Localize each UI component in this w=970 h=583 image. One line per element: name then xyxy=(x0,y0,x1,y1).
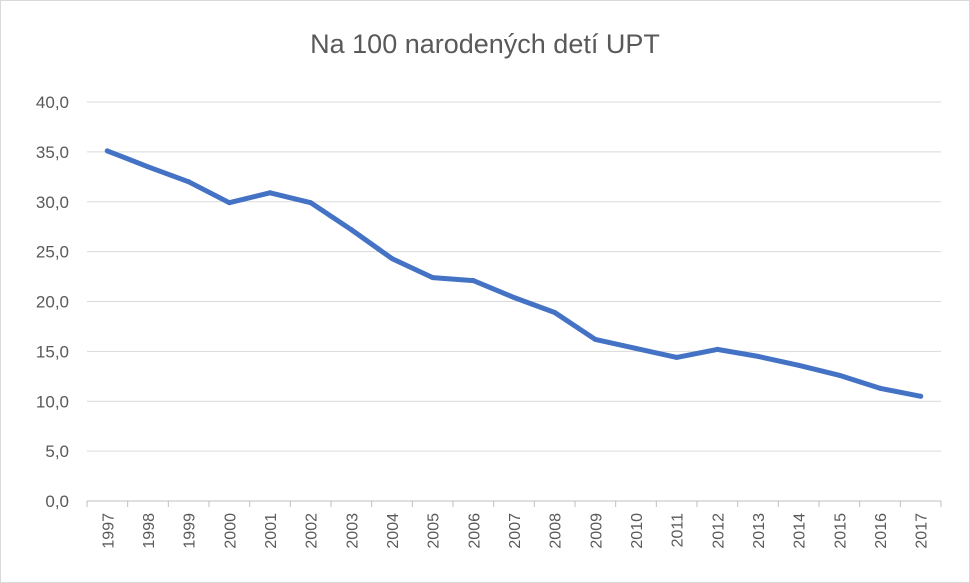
data-point xyxy=(348,227,354,233)
x-tick-label: 1998 xyxy=(141,513,158,549)
data-point xyxy=(552,309,558,315)
data-point xyxy=(186,179,192,185)
gridlines xyxy=(86,101,942,507)
data-point xyxy=(511,295,517,301)
data-point xyxy=(633,345,639,351)
x-tick-label: 2008 xyxy=(548,513,565,549)
data-point xyxy=(145,164,151,170)
data-point xyxy=(389,256,395,262)
y-tick-label: 30,0 xyxy=(36,193,69,212)
x-tick-label: 2017 xyxy=(914,513,931,549)
x-tick-label: 2016 xyxy=(873,513,890,549)
data-point xyxy=(104,148,110,154)
y-tick-label: 0,0 xyxy=(45,492,69,511)
x-tick-label: 2011 xyxy=(670,513,687,548)
data-point xyxy=(430,275,436,281)
x-tick-label: 2000 xyxy=(222,513,239,549)
data-point xyxy=(267,190,273,196)
x-tick-label: 2001 xyxy=(263,513,280,549)
chart-title: Na 100 narodených detí UPT xyxy=(310,29,660,59)
y-tick-label: 20,0 xyxy=(36,293,69,312)
data-point xyxy=(918,393,924,399)
data-point xyxy=(714,346,720,352)
data-point xyxy=(836,372,842,378)
data-point xyxy=(308,200,314,206)
x-tick-label: 2014 xyxy=(792,513,809,549)
data-point xyxy=(226,200,232,206)
x-tick-label: 2012 xyxy=(710,513,727,549)
data-point xyxy=(755,353,761,359)
y-tick-label: 40,0 xyxy=(36,93,69,112)
y-tick-label: 10,0 xyxy=(36,392,69,411)
data-point xyxy=(674,354,680,360)
data-point xyxy=(592,336,598,342)
y-tick-label: 35,0 xyxy=(36,143,69,162)
y-axis-ticks: 0,0 5,0 10,0 15,0 20,0 25,0 30,0 35,0 40,0 xyxy=(36,93,69,511)
series-line xyxy=(104,148,924,399)
data-point xyxy=(877,385,883,391)
y-tick-label: 25,0 xyxy=(36,243,69,262)
data-point xyxy=(470,278,476,284)
x-tick-label: 2010 xyxy=(629,513,646,549)
x-tick-label: 2003 xyxy=(344,513,361,549)
y-tick-label: 5,0 xyxy=(45,442,69,461)
x-tick-label: 2015 xyxy=(832,513,849,549)
x-tick-label: 2007 xyxy=(507,513,524,549)
x-tick-label: 2004 xyxy=(385,513,402,549)
x-tick-label: 2013 xyxy=(751,513,768,549)
x-axis-ticks: 1997 1998 1999 2000 2001 2002 2003 2004 2005 2006… xyxy=(100,513,930,549)
x-tick-label: 2002 xyxy=(304,513,321,549)
y-tick-label: 15,0 xyxy=(36,342,69,361)
x-tick-label: 1997 xyxy=(100,513,117,549)
x-tick-label: 1999 xyxy=(182,513,199,549)
x-tick-label: 2006 xyxy=(466,513,483,549)
data-point xyxy=(796,362,802,368)
x-tick-label: 2009 xyxy=(588,513,605,549)
series-layer xyxy=(104,148,924,399)
x-tick-label: 2005 xyxy=(426,513,443,549)
